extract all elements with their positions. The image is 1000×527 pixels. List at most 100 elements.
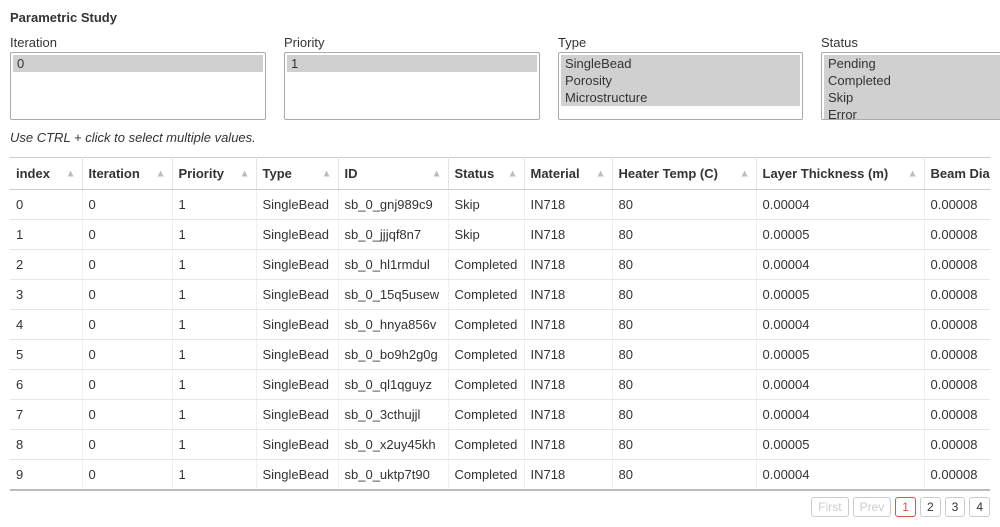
sort-asc-icon: ▲ xyxy=(322,168,332,179)
table-row[interactable]: 901SingleBeadsb_0_uktp7t90CompletedIN718… xyxy=(10,460,990,491)
filter-iteration-label: Iteration xyxy=(10,35,266,50)
cell-index: 1 xyxy=(10,220,82,250)
pagination: FirstPrev1234 xyxy=(10,497,990,517)
priority-multiselect[interactable]: 1 xyxy=(284,52,540,120)
column-header-label: Iteration xyxy=(89,166,140,181)
page-number-button[interactable]: 3 xyxy=(945,497,966,517)
cell-layer: 0.00005 xyxy=(756,340,924,370)
cell-index: 3 xyxy=(10,280,82,310)
filter-iteration: Iteration 0 xyxy=(10,35,266,120)
column-header-type[interactable]: Type▲ xyxy=(256,158,338,190)
priority-option[interactable]: 1 xyxy=(287,55,537,72)
cell-heater: 80 xyxy=(612,460,756,491)
column-header-label: Material xyxy=(531,166,580,181)
column-header-layer[interactable]: Layer Thickness (m)▲ xyxy=(756,158,924,190)
cell-index: 6 xyxy=(10,370,82,400)
cell-priority: 1 xyxy=(172,400,256,430)
table-row[interactable]: 801SingleBeadsb_0_x2uy45khCompletedIN718… xyxy=(10,430,990,460)
cell-layer: 0.00005 xyxy=(756,280,924,310)
results-table: index ▲ Iteration ▲ Priority▲Type▲ ID ▲ Status▲… xyxy=(10,157,990,491)
sort-asc-icon: ▲ xyxy=(66,168,76,179)
filter-priority-label: Priority xyxy=(284,35,540,50)
iteration-option[interactable]: 0 xyxy=(13,55,263,72)
cell-id: sb_0_uktp7t90 xyxy=(338,460,448,491)
cell-beam: 0.00008 xyxy=(924,460,990,491)
page-number-button[interactable]: 1 xyxy=(895,497,916,517)
iteration-multiselect[interactable]: 0 xyxy=(10,52,266,120)
column-header-label: ID xyxy=(345,166,358,181)
column-header-index[interactable]: index ▲ xyxy=(10,158,82,190)
cell-type: SingleBead xyxy=(256,370,338,400)
sort-asc-icon: ▲ xyxy=(156,168,166,179)
type-option[interactable]: SingleBead xyxy=(561,55,800,72)
cell-material: IN718 xyxy=(524,370,612,400)
cell-type: SingleBead xyxy=(256,430,338,460)
column-header-label: Heater Temp (C) xyxy=(619,166,718,181)
page-number-button[interactable]: 4 xyxy=(969,497,990,517)
cell-status: Completed xyxy=(448,250,524,280)
cell-material: IN718 xyxy=(524,250,612,280)
page-number-button[interactable]: 2 xyxy=(920,497,941,517)
cell-id: sb_0_hl1rmdul xyxy=(338,250,448,280)
sort-asc-icon: ▲ xyxy=(740,168,750,179)
cell-index: 7 xyxy=(10,400,82,430)
cell-id: sb_0_ql1qguyz xyxy=(338,370,448,400)
table-row[interactable]: 301SingleBeadsb_0_15q5usewCompletedIN718… xyxy=(10,280,990,310)
table-row[interactable]: 601SingleBeadsb_0_ql1qguyzCompletedIN718… xyxy=(10,370,990,400)
cell-type: SingleBead xyxy=(256,310,338,340)
filter-type-label: Type xyxy=(558,35,803,50)
status-option[interactable]: Completed xyxy=(824,72,1000,89)
cell-priority: 1 xyxy=(172,220,256,250)
cell-index: 4 xyxy=(10,310,82,340)
cell-status: Completed xyxy=(448,280,524,310)
cell-status: Completed xyxy=(448,460,524,491)
column-header-material[interactable]: Material▲ xyxy=(524,158,612,190)
page-prev-button: Prev xyxy=(853,497,892,517)
cell-priority: 1 xyxy=(172,280,256,310)
column-header-iteration[interactable]: Iteration ▲ xyxy=(82,158,172,190)
cell-layer: 0.00004 xyxy=(756,250,924,280)
cell-iteration: 0 xyxy=(82,310,172,340)
cell-layer: 0.00004 xyxy=(756,400,924,430)
cell-heater: 80 xyxy=(612,430,756,460)
status-multiselect[interactable]: PendingCompletedSkipError xyxy=(821,52,1000,120)
table-row[interactable]: 501SingleBeadsb_0_bo9h2g0gCompletedIN718… xyxy=(10,340,990,370)
type-option[interactable]: Porosity xyxy=(561,72,800,89)
table-row[interactable]: 701SingleBeadsb_0_3cthujjlCompletedIN718… xyxy=(10,400,990,430)
column-header-id[interactable]: ID ▲ xyxy=(338,158,448,190)
column-header-status[interactable]: Status▲ xyxy=(448,158,524,190)
cell-heater: 80 xyxy=(612,190,756,220)
cell-status: Completed xyxy=(448,340,524,370)
column-header-beam[interactable]: Beam Diam▲ xyxy=(924,158,990,190)
cell-priority: 1 xyxy=(172,190,256,220)
table-row[interactable]: 201SingleBeadsb_0_hl1rmdulCompletedIN718… xyxy=(10,250,990,280)
table-header-row: index ▲ Iteration ▲ Priority▲Type▲ ID ▲ Status▲… xyxy=(10,158,990,190)
sort-asc-icon: ▲ xyxy=(432,168,442,179)
status-option[interactable]: Error xyxy=(824,106,1000,120)
type-option[interactable]: Microstructure xyxy=(561,89,800,106)
page-title: Parametric Study xyxy=(10,10,990,25)
cell-beam: 0.00008 xyxy=(924,280,990,310)
cell-id: sb_0_bo9h2g0g xyxy=(338,340,448,370)
table-row[interactable]: 001SingleBeadsb_0_gnj989c9SkipIN718800.0… xyxy=(10,190,990,220)
cell-type: SingleBead xyxy=(256,190,338,220)
table-row[interactable]: 101SingleBeadsb_0_jjjqf8n7SkipIN718800.0… xyxy=(10,220,990,250)
cell-id: sb_0_15q5usew xyxy=(338,280,448,310)
type-multiselect[interactable]: SingleBeadPorosityMicrostructure xyxy=(558,52,803,120)
cell-priority: 1 xyxy=(172,370,256,400)
cell-priority: 1 xyxy=(172,340,256,370)
cell-iteration: 0 xyxy=(82,220,172,250)
cell-priority: 1 xyxy=(172,460,256,491)
table-row[interactable]: 401SingleBeadsb_0_hnya856vCompletedIN718… xyxy=(10,310,990,340)
cell-iteration: 0 xyxy=(82,250,172,280)
status-option[interactable]: Pending xyxy=(824,55,1000,72)
column-header-label: index xyxy=(16,166,50,181)
cell-priority: 1 xyxy=(172,250,256,280)
column-header-priority[interactable]: Priority▲ xyxy=(172,158,256,190)
column-header-heater[interactable]: Heater Temp (C) ▲ xyxy=(612,158,756,190)
filter-priority: Priority 1 xyxy=(284,35,540,120)
cell-layer: 0.00005 xyxy=(756,430,924,460)
cell-iteration: 0 xyxy=(82,400,172,430)
cell-iteration: 0 xyxy=(82,280,172,310)
status-option[interactable]: Skip xyxy=(824,89,1000,106)
